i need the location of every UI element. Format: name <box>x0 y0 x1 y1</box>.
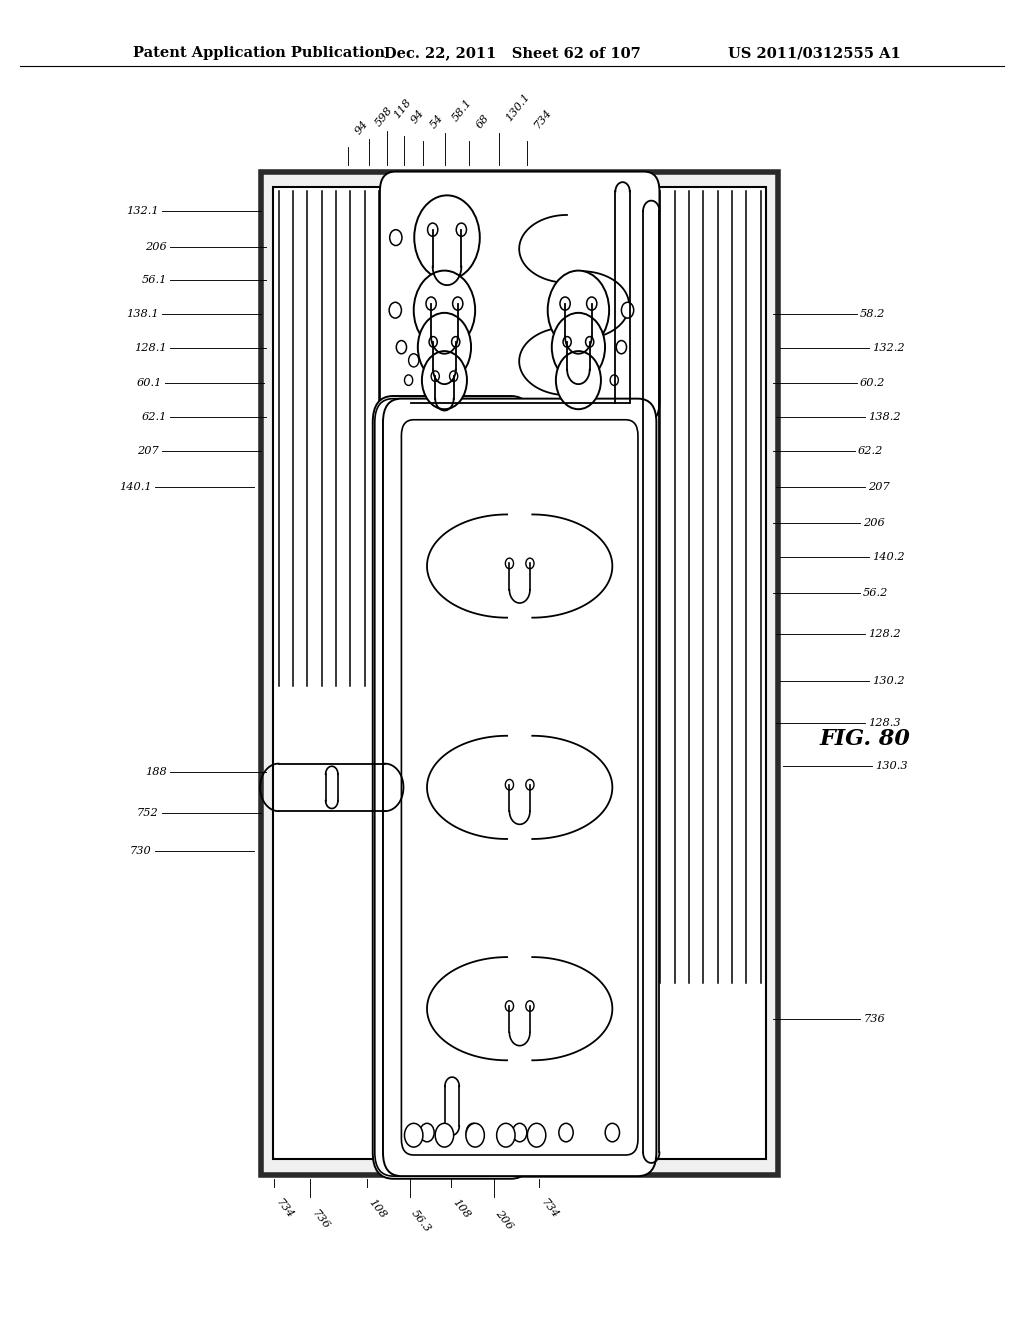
Circle shape <box>457 223 467 236</box>
Circle shape <box>466 1123 484 1147</box>
Text: 132.1: 132.1 <box>126 206 159 216</box>
Text: Dec. 22, 2011   Sheet 62 of 107: Dec. 22, 2011 Sheet 62 of 107 <box>384 46 640 61</box>
Text: 206: 206 <box>145 242 167 252</box>
Circle shape <box>526 558 535 569</box>
Circle shape <box>414 271 475 350</box>
Text: 128.2: 128.2 <box>868 628 901 639</box>
Text: 56.1: 56.1 <box>141 275 167 285</box>
Circle shape <box>415 195 480 280</box>
Text: 56.3: 56.3 <box>410 1208 433 1234</box>
Text: 734: 734 <box>539 1197 560 1221</box>
FancyBboxPatch shape <box>373 396 531 1179</box>
Circle shape <box>586 337 594 347</box>
FancyBboxPatch shape <box>444 1086 459 1126</box>
Circle shape <box>605 1123 620 1142</box>
Text: 138.2: 138.2 <box>868 412 901 422</box>
Text: FIG. 80: FIG. 80 <box>819 729 910 750</box>
Circle shape <box>559 1123 573 1142</box>
Text: 94: 94 <box>353 119 370 136</box>
Text: 58.1: 58.1 <box>451 96 474 123</box>
Text: 734: 734 <box>532 107 554 131</box>
Circle shape <box>526 1001 535 1011</box>
Circle shape <box>506 779 514 789</box>
Circle shape <box>556 351 601 409</box>
Text: 752: 752 <box>137 808 159 818</box>
Text: 130.2: 130.2 <box>872 676 905 686</box>
Circle shape <box>560 297 570 310</box>
Text: 128.1: 128.1 <box>134 343 167 354</box>
Polygon shape <box>273 187 766 1159</box>
Text: 108: 108 <box>367 1197 388 1221</box>
Text: 60.2: 60.2 <box>860 378 886 388</box>
Circle shape <box>428 223 438 236</box>
Circle shape <box>506 558 514 569</box>
Circle shape <box>526 779 535 789</box>
Text: 60.1: 60.1 <box>136 378 162 388</box>
Circle shape <box>452 337 460 347</box>
Text: 207: 207 <box>868 482 890 492</box>
Circle shape <box>548 271 609 350</box>
Circle shape <box>396 341 407 354</box>
Text: 58.2: 58.2 <box>860 309 886 319</box>
Text: 130.1: 130.1 <box>504 91 531 123</box>
Circle shape <box>450 371 458 381</box>
Text: 206: 206 <box>863 517 885 528</box>
Circle shape <box>506 1001 514 1011</box>
Text: 206: 206 <box>494 1208 515 1232</box>
Circle shape <box>466 1123 480 1142</box>
Text: 54: 54 <box>428 114 444 131</box>
Text: 730: 730 <box>130 846 152 857</box>
Text: 138.1: 138.1 <box>126 309 159 319</box>
Text: 734: 734 <box>274 1197 296 1221</box>
Text: 132.2: 132.2 <box>872 343 905 354</box>
Text: 130.3: 130.3 <box>876 760 908 771</box>
Circle shape <box>513 1123 527 1142</box>
Circle shape <box>497 1123 515 1147</box>
Circle shape <box>622 302 634 318</box>
Text: 140.1: 140.1 <box>119 482 152 492</box>
FancyBboxPatch shape <box>383 399 656 1176</box>
Text: 62.1: 62.1 <box>141 412 167 422</box>
Circle shape <box>616 341 627 354</box>
Text: 207: 207 <box>137 446 159 457</box>
Text: 598: 598 <box>374 104 395 128</box>
Circle shape <box>552 313 605 381</box>
FancyBboxPatch shape <box>380 172 659 422</box>
Circle shape <box>420 1123 434 1142</box>
Text: 94: 94 <box>410 108 426 125</box>
Circle shape <box>610 375 618 385</box>
Circle shape <box>563 337 571 347</box>
Circle shape <box>435 1123 454 1147</box>
Circle shape <box>390 230 402 246</box>
FancyBboxPatch shape <box>326 774 338 800</box>
Text: 140.2: 140.2 <box>872 552 905 562</box>
Text: 68: 68 <box>474 114 490 131</box>
Text: 108: 108 <box>451 1197 472 1221</box>
Text: Patent Application Publication: Patent Application Publication <box>133 46 385 61</box>
Text: 128.3: 128.3 <box>868 718 901 729</box>
Text: 62.2: 62.2 <box>858 446 884 457</box>
Circle shape <box>426 297 436 310</box>
Text: 736: 736 <box>310 1208 332 1232</box>
Polygon shape <box>261 172 778 1175</box>
Text: 118: 118 <box>392 96 414 120</box>
Circle shape <box>389 302 401 318</box>
Text: 56.2: 56.2 <box>863 587 889 598</box>
Text: 736: 736 <box>863 1014 885 1024</box>
Circle shape <box>404 375 413 385</box>
Text: US 2011/0312555 A1: US 2011/0312555 A1 <box>728 46 901 61</box>
Text: 188: 188 <box>145 767 167 777</box>
Circle shape <box>527 1123 546 1147</box>
Circle shape <box>409 354 419 367</box>
Circle shape <box>431 371 439 381</box>
Circle shape <box>418 313 471 381</box>
Circle shape <box>404 1123 423 1147</box>
Circle shape <box>587 297 597 310</box>
Circle shape <box>429 337 437 347</box>
Circle shape <box>453 297 463 310</box>
Circle shape <box>422 351 467 409</box>
